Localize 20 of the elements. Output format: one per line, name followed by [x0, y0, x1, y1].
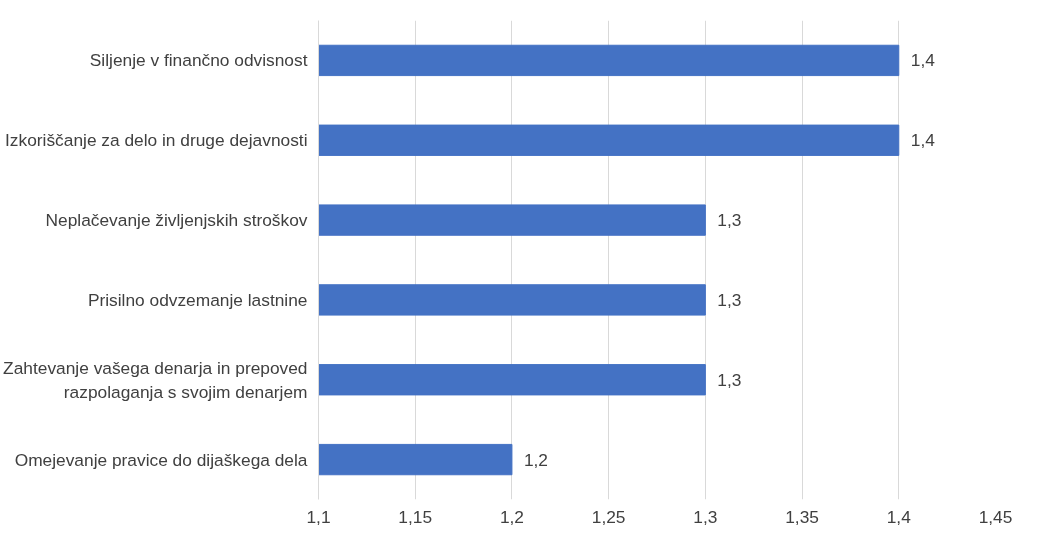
- x-tick-label: 1,45: [978, 506, 1013, 527]
- x-tick-label: 1,3: [693, 506, 718, 527]
- x-tick-label: 1,15: [398, 506, 433, 527]
- y-tick-label: Prisilno odvzemanje lastnine: [87, 289, 308, 310]
- data-label: 1,4: [910, 130, 936, 151]
- y-tick-label: Izkoriščanje za delo in druge dejavnosti: [5, 130, 308, 151]
- data-label: 1,3: [717, 210, 742, 231]
- y-tick-label: Zahtevanje vašega denarja in prepoved razpolaganja s svojim denarjem: [3, 357, 308, 402]
- y-tick-label: Omejevanje pravice do dijaškega dela: [14, 449, 308, 470]
- data-label: 1,3: [717, 289, 742, 310]
- data-label: 1,2: [523, 449, 549, 470]
- x-tick-label: 1,1: [306, 506, 331, 527]
- x-tick-label: 1,35: [785, 506, 819, 527]
- data-label: 1,3: [717, 369, 742, 390]
- x-tick-label: 1,2: [499, 506, 524, 527]
- data-label: 1,4: [910, 50, 936, 71]
- x-tick-label: 1,4: [886, 506, 912, 527]
- y-tick-label: Neplačevanje življenjskih stroškov: [45, 210, 308, 231]
- y-tick-label: Siljenje v finančno odvisnost: [89, 50, 308, 71]
- x-tick-label: 1,25: [591, 506, 626, 527]
